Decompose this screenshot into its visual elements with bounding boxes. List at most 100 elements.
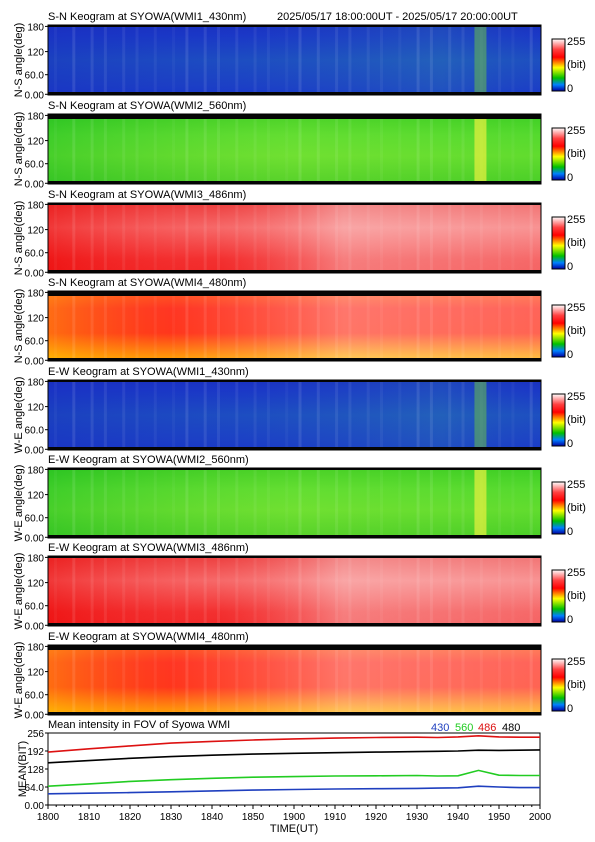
keogram-streak [366, 468, 370, 538]
keogram-streak [235, 645, 239, 715]
colorbar-unit-label: (bit) [567, 502, 586, 514]
keogram-streak [266, 114, 270, 184]
colorbar-max-label: 255 [567, 567, 585, 579]
keogram-streak [103, 556, 107, 626]
mean-intensity-chart: Mean intensity in FOV of Syowa WMI 430 56… [17, 719, 552, 835]
keogram-streak [448, 380, 452, 450]
keogram-streak [316, 645, 320, 715]
keogram-streak [511, 645, 515, 715]
y-tick-label: 120 [27, 403, 44, 414]
colorbar-unit-label: (bit) [567, 325, 586, 337]
y-tick-label: 0.00 [25, 710, 45, 721]
x-tick-label: 1850 [242, 812, 265, 823]
keogram-streak [285, 203, 289, 273]
keogram-streak [498, 556, 502, 626]
keogram-streak [185, 203, 189, 273]
y-tick-label: 60.0 [25, 337, 45, 348]
keogram-streak [54, 380, 57, 450]
keogram-streak [235, 114, 239, 184]
y-tick-label: 60.0 [25, 249, 45, 260]
keogram-overlay [48, 25, 541, 95]
y-axis-label: W-E angle(deg) [13, 553, 25, 630]
keogram-edge-top [48, 380, 541, 382]
y-tick-label: 180 [27, 377, 44, 388]
x-tick-label: 1940 [447, 812, 470, 823]
keogram-streak [266, 380, 270, 450]
keogram-streak [285, 25, 289, 95]
keogram-streak [235, 203, 239, 273]
keogram-streak [461, 556, 465, 626]
keogram-streak [335, 645, 339, 715]
keogram-streak [135, 645, 139, 715]
keogram-streak [429, 203, 433, 273]
keogram-frame [47, 202, 542, 274]
keogram-edge-top [48, 645, 541, 650]
y-tick-label: 60.0 [25, 602, 45, 613]
keogram-streak [90, 203, 94, 273]
keogram-edge-bottom [48, 535, 541, 538]
keogram-frame [47, 290, 542, 362]
keogram-streak [348, 203, 352, 273]
keogram-streak [203, 203, 207, 273]
y-tick-label: 120 [27, 48, 44, 59]
keogram-streak [266, 203, 270, 273]
colorbar-max-label: 255 [567, 36, 585, 48]
keogram-streak [498, 380, 502, 450]
keogram-streak [122, 380, 126, 450]
keogram-streak [253, 203, 257, 273]
keogram-streak [103, 114, 107, 184]
keogram-streak [185, 468, 189, 538]
keogram-edge-bottom [48, 358, 541, 361]
keogram-streak [172, 468, 176, 538]
keogram-streak [103, 468, 107, 538]
keogram-streak [398, 25, 402, 95]
keogram-edge-top [48, 291, 541, 296]
keogram-overlay [48, 291, 541, 361]
y-tick-label: 0.00 [25, 621, 45, 632]
keogram-streak [72, 291, 76, 361]
keogram-streak [185, 25, 189, 95]
keogram-streak [153, 468, 157, 538]
keogram-streak [416, 203, 420, 273]
keogram-streak [266, 468, 270, 538]
series-line-486 [47, 734, 540, 753]
keogram-streak [235, 291, 239, 361]
keogram-edge-top [48, 25, 541, 27]
keogram-panel: S-N Keogram at SYOWA(WMI1_430nm) 180 120 60… [13, 11, 586, 101]
keogram-streak [335, 114, 339, 184]
keogram-panels: S-N Keogram at SYOWA(WMI1_430nm) 180 120 60… [13, 11, 586, 721]
keogram-streak [185, 645, 189, 715]
keogram-streak [153, 556, 157, 626]
x-tick-label: 1830 [160, 812, 183, 823]
y-tick-label: 180 [27, 111, 44, 122]
y-tick-label: 60.0 [25, 514, 45, 525]
y-tick-label: 60.0 [25, 691, 45, 702]
keogram-edge-top [48, 556, 541, 558]
keogram-streak [335, 556, 339, 626]
keogram-streak [529, 645, 533, 715]
keogram-streak [72, 25, 76, 95]
keogram-streak [72, 203, 76, 273]
keogram-streak [298, 25, 302, 95]
keogram-streak [172, 380, 176, 450]
keogram-frame [47, 644, 542, 716]
keogram-streak [235, 25, 239, 95]
keogram-streak [448, 468, 452, 538]
keogram-streak [366, 645, 370, 715]
keogram-streak [380, 25, 383, 95]
colorbar [551, 393, 566, 447]
colorbar-max-label: 255 [567, 391, 585, 403]
keogram-streak [380, 203, 383, 273]
keogram-title: E-W Keogram at SYOWA(WMI3_486nm) [48, 542, 249, 554]
keogram-streak [298, 114, 302, 184]
keogram-streak [103, 25, 107, 95]
x-tick-label: 1920 [365, 812, 388, 823]
keogram-streak [72, 114, 76, 184]
keogram-streak [253, 645, 257, 715]
keogram-streak [316, 468, 320, 538]
y-tick-label: 180 [27, 200, 44, 211]
colorbar-max-label: 255 [567, 656, 585, 668]
keogram-streak [217, 25, 220, 95]
keogram-streak [203, 380, 207, 450]
